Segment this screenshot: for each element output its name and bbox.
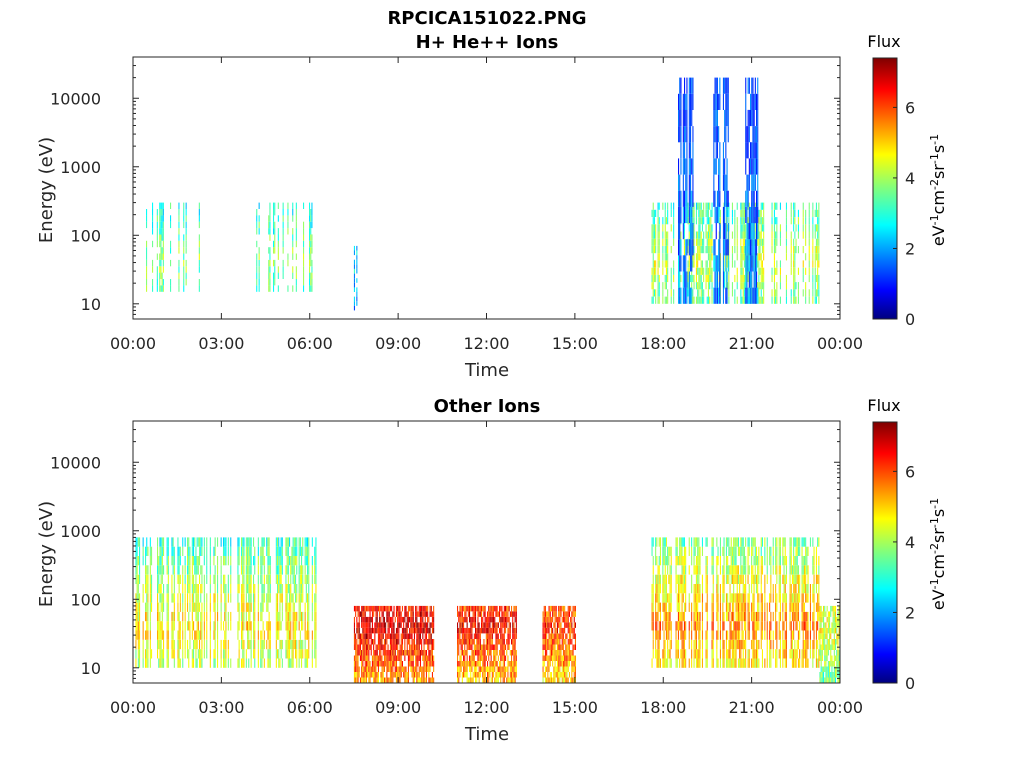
flux-region: [542, 605, 576, 683]
colorbar-title-top: Flux: [867, 32, 900, 51]
colorbar-bottom: [872, 421, 898, 684]
panel-top: H+ He++ Ions 00:00 03:00 06:00 09:00 12:00 15…: [36, 32, 948, 381]
figure-title: RPCICA151022.PNG: [387, 8, 586, 29]
colorbar-tick-label: 6: [905, 98, 915, 117]
x-tick-label: 00:00: [817, 698, 863, 717]
x-tick-label: 21:00: [729, 698, 775, 717]
x-tick-label: 06:00: [287, 334, 333, 353]
x-tick-label: 15:00: [552, 334, 598, 353]
flux-region: [819, 605, 840, 683]
flux-region: [353, 605, 435, 683]
colorbar-unit-top: eV-1cm-2sr-1s-1: [928, 134, 949, 246]
colorbar-unit-base-top: eV: [929, 225, 948, 246]
panel-top-title: H+ He++ Ions: [416, 32, 559, 53]
colorbar-unit-base-bottom: eV: [929, 589, 948, 610]
flux-region: [256, 202, 313, 292]
colorbar-tick-label: 4: [905, 169, 915, 188]
colorbar-top: [872, 57, 898, 320]
y-tick-label: 100: [70, 226, 101, 245]
x-tick-label: 09:00: [375, 698, 421, 717]
flux-region: [146, 202, 200, 292]
colorbar-ticks-bottom: 0 2 4 6: [893, 462, 915, 693]
y-tick-label: 10: [81, 659, 101, 678]
x-tick-label: 09:00: [375, 334, 421, 353]
y-tick-label: 10: [81, 295, 101, 314]
x-tick-label: 21:00: [729, 334, 775, 353]
x-tick-label: 03:00: [198, 698, 244, 717]
x-tick-label: 15:00: [552, 698, 598, 717]
x-tick-label: 12:00: [463, 334, 509, 353]
y-tick-label: 100: [70, 590, 101, 609]
x-tick-label: 18:00: [640, 334, 686, 353]
spectrogram-bottom: [135, 537, 840, 683]
colorbar-title-bottom: Flux: [867, 396, 900, 415]
y-tick-label: 10000: [50, 453, 101, 472]
y-tick-label: 1000: [60, 158, 101, 177]
x-axis-label-bottom: Time: [464, 724, 509, 745]
colorbar-tick-label: 2: [905, 239, 915, 258]
x-tick-label: 12:00: [463, 698, 509, 717]
spectrogram-top: [146, 77, 820, 311]
x-tick-label: 00:00: [110, 334, 156, 353]
flux-region: [353, 245, 358, 311]
x-tick-label: 03:00: [198, 334, 244, 353]
colorbar-tick-label: 6: [905, 462, 915, 481]
plot-frame-top: [132, 56, 841, 320]
flux-region: [678, 77, 694, 304]
y-axis-top: 10 100 1000 10000: [50, 56, 840, 320]
colorbar-tick-label: 4: [905, 533, 915, 552]
flux-region: [745, 77, 759, 304]
x-tick-label: 00:00: [110, 698, 156, 717]
flux-region: [135, 537, 317, 668]
flux-region: [457, 605, 517, 683]
colorbar-tick-label: 0: [905, 310, 915, 329]
x-tick-label: 18:00: [640, 698, 686, 717]
y-axis-label-bottom: Energy (eV): [36, 501, 57, 607]
x-axis-top: 00:00 03:00 06:00 09:00 12:00 15:00 18:00 21:00…: [110, 57, 863, 353]
x-axis-bottom: 00:00 03:00 06:00 09:00 12:00 15:00 18:00 21:00…: [110, 421, 863, 717]
colorbar-tick-label: 0: [905, 674, 915, 693]
x-tick-label: 06:00: [287, 698, 333, 717]
y-axis-label-top: Energy (eV): [36, 137, 57, 243]
y-tick-label: 1000: [60, 522, 101, 541]
x-axis-label-top: Time: [464, 360, 509, 381]
flux-region: [651, 202, 820, 304]
panel-bottom: Other Ions 00:00 03:00 06:00 09:00 12:00 15:0…: [36, 396, 948, 745]
flux-region: [713, 77, 729, 304]
y-tick-label: 10000: [50, 89, 101, 108]
y-axis-bottom: 10 100 1000 10000: [50, 420, 840, 684]
colorbar-tick-label: 2: [905, 603, 915, 622]
colorbar-unit-bottom: eV-1cm-2sr-1s-1: [928, 498, 949, 610]
x-tick-label: 00:00: [817, 334, 863, 353]
panel-bottom-title: Other Ions: [434, 396, 541, 417]
colorbar-ticks-top: 0 2 4 6: [893, 98, 915, 329]
flux-region: [651, 537, 820, 668]
